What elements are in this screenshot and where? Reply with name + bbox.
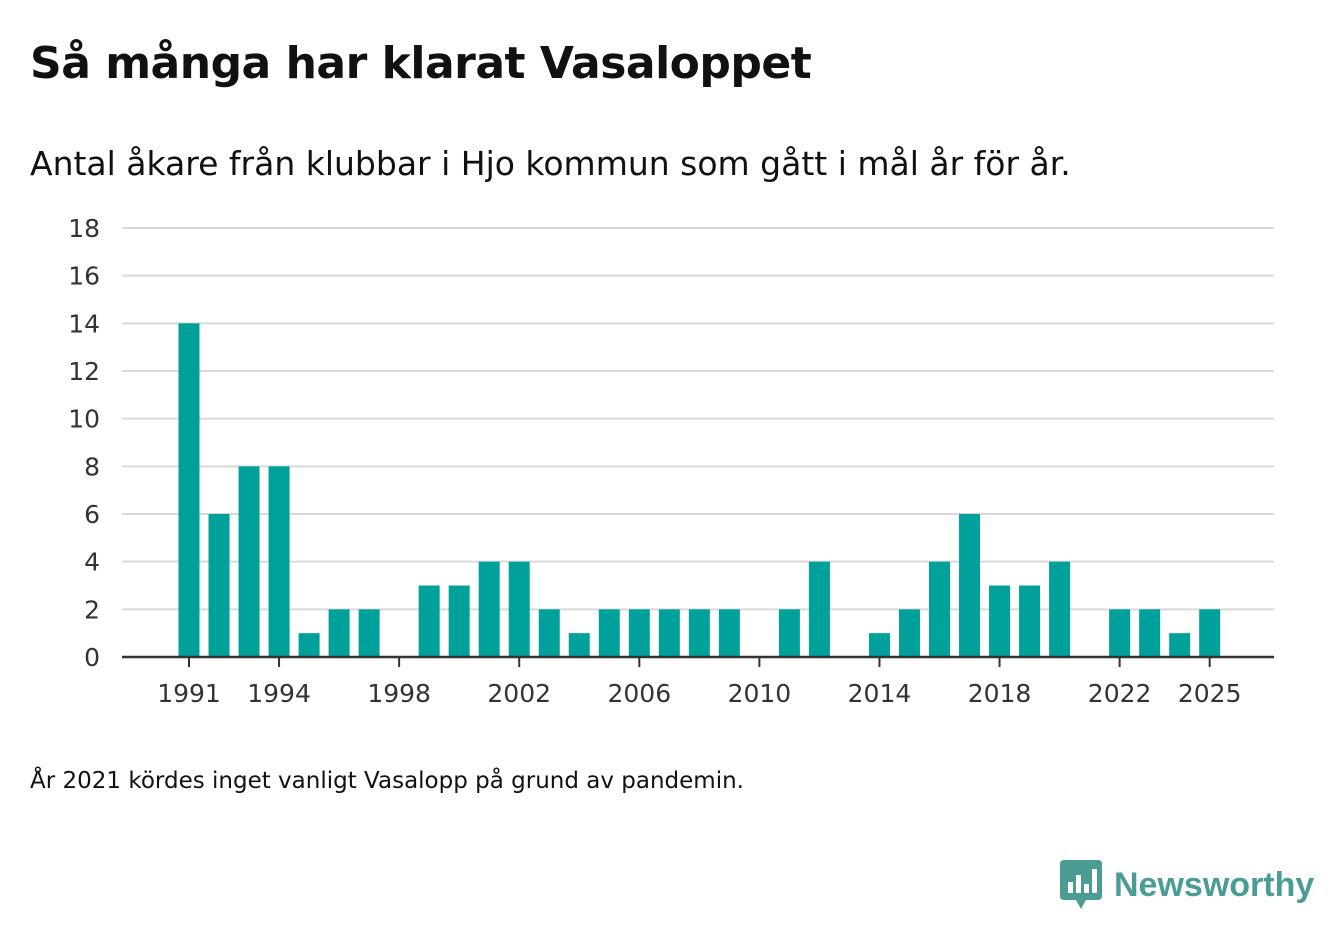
x-tick-label-2022: 2022	[1088, 679, 1152, 708]
y-tick-label-6: 6	[84, 500, 100, 529]
bar-2025	[1199, 609, 1221, 657]
bar-2002	[508, 561, 530, 657]
bar-2004	[568, 633, 590, 657]
y-tick-label-16: 16	[68, 262, 100, 291]
x-tick-label-1991: 1991	[157, 679, 221, 708]
x-tick-label-2010: 2010	[728, 679, 792, 708]
bar-1996	[328, 609, 350, 657]
bar-2008	[688, 609, 710, 657]
bar-2005	[598, 609, 620, 657]
bar-1992	[208, 514, 230, 657]
x-tick-label-1998: 1998	[367, 679, 431, 708]
bar-2003	[538, 609, 560, 657]
bar-1999	[418, 585, 440, 657]
bar-2016	[929, 561, 950, 657]
bar-2011	[778, 609, 800, 657]
bar-1995	[298, 633, 320, 657]
bar-chart: 0 2 4 6 8 10 12 14 16 18 1991 1994 1998 2002 2006 2010…	[68, 214, 1274, 708]
bar-2023	[1139, 609, 1161, 657]
bar-2020	[1049, 561, 1071, 657]
bar-2007	[658, 609, 680, 657]
x-tick-label-2006: 2006	[607, 679, 671, 708]
bar-1993	[238, 466, 260, 657]
grid-lines	[122, 227, 1274, 611]
bar-2024	[1169, 633, 1191, 657]
brand-name: Newsworthy	[1114, 865, 1315, 904]
chart-title: Så många har klarat Vasaloppet	[30, 38, 812, 89]
y-tick-label-8: 8	[84, 452, 100, 481]
bar-1991	[178, 323, 200, 657]
bar-2015	[898, 609, 920, 657]
x-tick-label-2018: 2018	[968, 679, 1032, 708]
y-tick-label-4: 4	[84, 548, 100, 577]
bar-2006	[628, 609, 650, 657]
chart-subtitle: Antal åkare från klubbar i Hjo kommun so…	[30, 144, 1071, 183]
y-axis-ticks: 0 2 4 6 8 10 12 14 16 18	[68, 214, 100, 672]
bar-2014	[868, 633, 890, 657]
x-tick-label-1994: 1994	[247, 679, 311, 708]
x-tick-label-2002: 2002	[487, 679, 551, 708]
footnote: År 2021 kördes inget vanligt Vasalopp på…	[30, 768, 744, 794]
y-tick-label-12: 12	[68, 357, 100, 386]
bar-2012	[808, 561, 830, 657]
y-tick-label-10: 10	[68, 405, 100, 434]
x-tick-label-2025: 2025	[1178, 679, 1242, 708]
bar-2000	[448, 585, 470, 657]
bar-1994	[268, 466, 290, 657]
x-tick-label-2014: 2014	[848, 679, 912, 708]
bar-1997	[358, 609, 380, 657]
x-axis-ticks: 1991 1994 1998 2002 2006 2010 2014 2018 2022 2025	[157, 657, 1241, 708]
bar-2022	[1109, 609, 1131, 657]
brand-logo[interactable]: Newsworthy	[1060, 860, 1314, 910]
y-tick-label-2: 2	[84, 595, 100, 624]
bar-2019	[1019, 585, 1041, 657]
y-tick-label-0: 0	[84, 643, 100, 672]
y-tick-label-18: 18	[68, 214, 100, 243]
bar-2017	[959, 514, 981, 657]
bar-2009	[718, 609, 740, 657]
bar-2018	[989, 585, 1011, 657]
y-tick-label-14: 14	[68, 309, 100, 338]
bars	[178, 323, 1221, 657]
bar-2001	[478, 561, 500, 657]
newsworthy-logo-icon	[1060, 860, 1102, 909]
